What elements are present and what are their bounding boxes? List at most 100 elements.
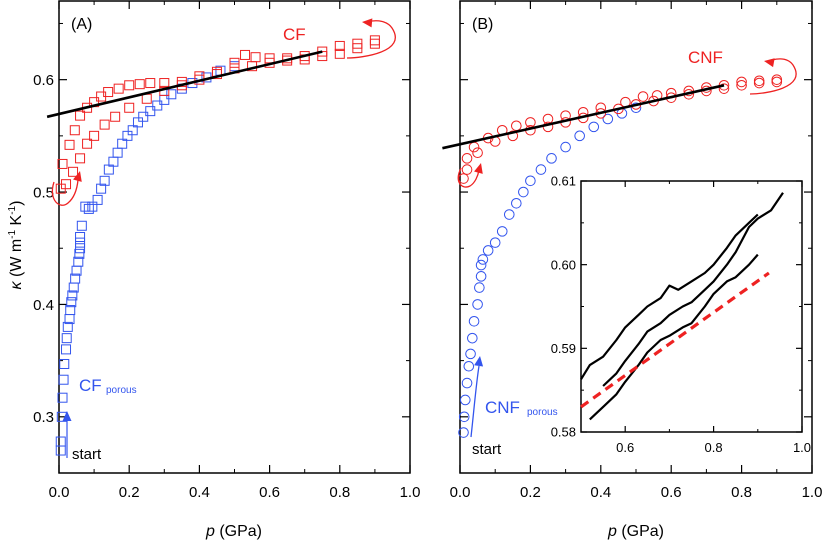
reload-arrow-path [457,167,480,188]
data-point-square [76,220,87,231]
data-point-circle [458,411,470,423]
data-point-square [134,79,145,90]
data-point-square [110,111,121,122]
data-point-square [369,35,380,46]
series-label-cnf: CNF [688,48,723,67]
data-point-circle [463,360,475,372]
data-point-square [159,94,170,105]
inset-curve-lower [589,253,759,421]
data-point-square [89,130,100,141]
data-point-circle [468,315,480,327]
data-point-square [138,111,149,122]
data-point-circle [475,259,487,271]
data-point-circle [461,377,473,389]
data-point-square [87,201,98,212]
data-point-square [124,102,135,113]
x-tick-label: 0.8 [329,484,350,501]
data-point-square [99,175,110,186]
data-point-circle [482,245,494,256]
unload-arrow-path [346,20,396,59]
linear-fit-line [442,84,725,150]
data-point-circle [637,91,649,102]
x-tick-label: 1.0 [802,484,823,501]
data-point-circle [525,175,536,187]
data-point-circle [461,164,473,175]
data-point-circle [718,83,730,94]
x-tick-label: 1.0 [400,484,421,501]
panel-a: 0.0 0.2 0.4 0.6 0.8 1.0 0.3 0.4 0.5 0.6 (A) CF CF por… [7,0,421,540]
tspan-unit-mid: K [8,214,25,229]
start-arrow-icon [62,411,72,421]
data-point-circle [489,237,501,248]
data-point-square [103,87,114,98]
series-label-subscript: porous [106,385,137,396]
series-label-cf: CF [283,25,306,44]
panel-label: (B) [472,16,493,33]
data-point-square [250,52,261,63]
series-label-cnf-porous: CNF [485,398,520,417]
data-point-square [159,78,170,89]
y-tick-label: 0.59 [551,341,576,356]
unload-arrow-path [749,58,797,95]
data-point-square [61,344,72,355]
tspan-unit: (GPa) [215,523,262,540]
x-tick-label: 0.2 [119,484,140,501]
data-point-circle [602,113,614,125]
data-point-circle [511,197,522,209]
data-point-circle [496,226,508,237]
data-point-square [117,138,128,149]
data-point-square [334,40,345,51]
unload-arrow-icon [764,58,775,68]
data-point-circle [465,348,476,360]
data-point-square [57,392,68,403]
data-point-circle [753,75,765,87]
reload-arrow-icon [73,171,82,182]
data-point-circle [736,76,747,88]
x-tick-label: 0.4 [590,484,611,501]
data-point-circle [736,79,747,91]
data-point-circle [458,427,469,438]
y-tick-label: 0.60 [551,257,576,272]
series-label-subscript: porous [527,407,558,418]
data-point-square [112,147,123,158]
data-point-circle [472,299,483,310]
y-tick-label: 0.5 [33,184,54,201]
data-point-square [65,305,76,316]
tspan-unit-close: ) [8,201,25,206]
x-tick-label: 0.8 [731,484,752,501]
data-point-square [64,139,75,150]
x-tick-label: 0.6 [616,440,634,455]
data-point-square [145,78,156,89]
data-point-square [211,69,222,80]
data-point-square [58,374,69,385]
data-point-square [99,119,110,130]
x-tick-label: 0.6 [259,484,280,501]
start-arrow-path [470,365,480,438]
data-point-square [96,183,107,194]
data-point-square [132,117,143,128]
data-point-square [229,57,240,68]
data-point-square [145,106,156,117]
linear-fit-line [46,50,323,119]
data-point-square [82,138,93,149]
data-point-circle [461,153,473,164]
start-label: start [72,446,102,463]
reload-arrow-icon [474,163,483,174]
data-point-square [124,80,135,91]
x-axis-label: p (GPa) [205,523,262,540]
data-point-square [62,321,73,332]
panel-b: 0.0 0.2 0.4 0.6 0.8 1.0 (B) CNF CNF porous start p … [442,0,823,540]
series-label-cf-porous: CF [79,376,102,395]
tspan-exponent: -1 [7,229,18,238]
data-point-circle [459,394,471,406]
data-point-circle [468,141,480,153]
y-tick-label: 0.58 [551,425,576,440]
data-point-circle [753,77,765,89]
data-point-square [127,125,138,136]
x-tick-label: 1.0 [793,440,811,455]
data-point-square [73,256,84,267]
data-point-circle [474,282,485,293]
data-point-circle [546,153,557,164]
inset-fit-dashed-line [580,271,770,409]
x-tick-label: 0.8 [705,440,723,455]
